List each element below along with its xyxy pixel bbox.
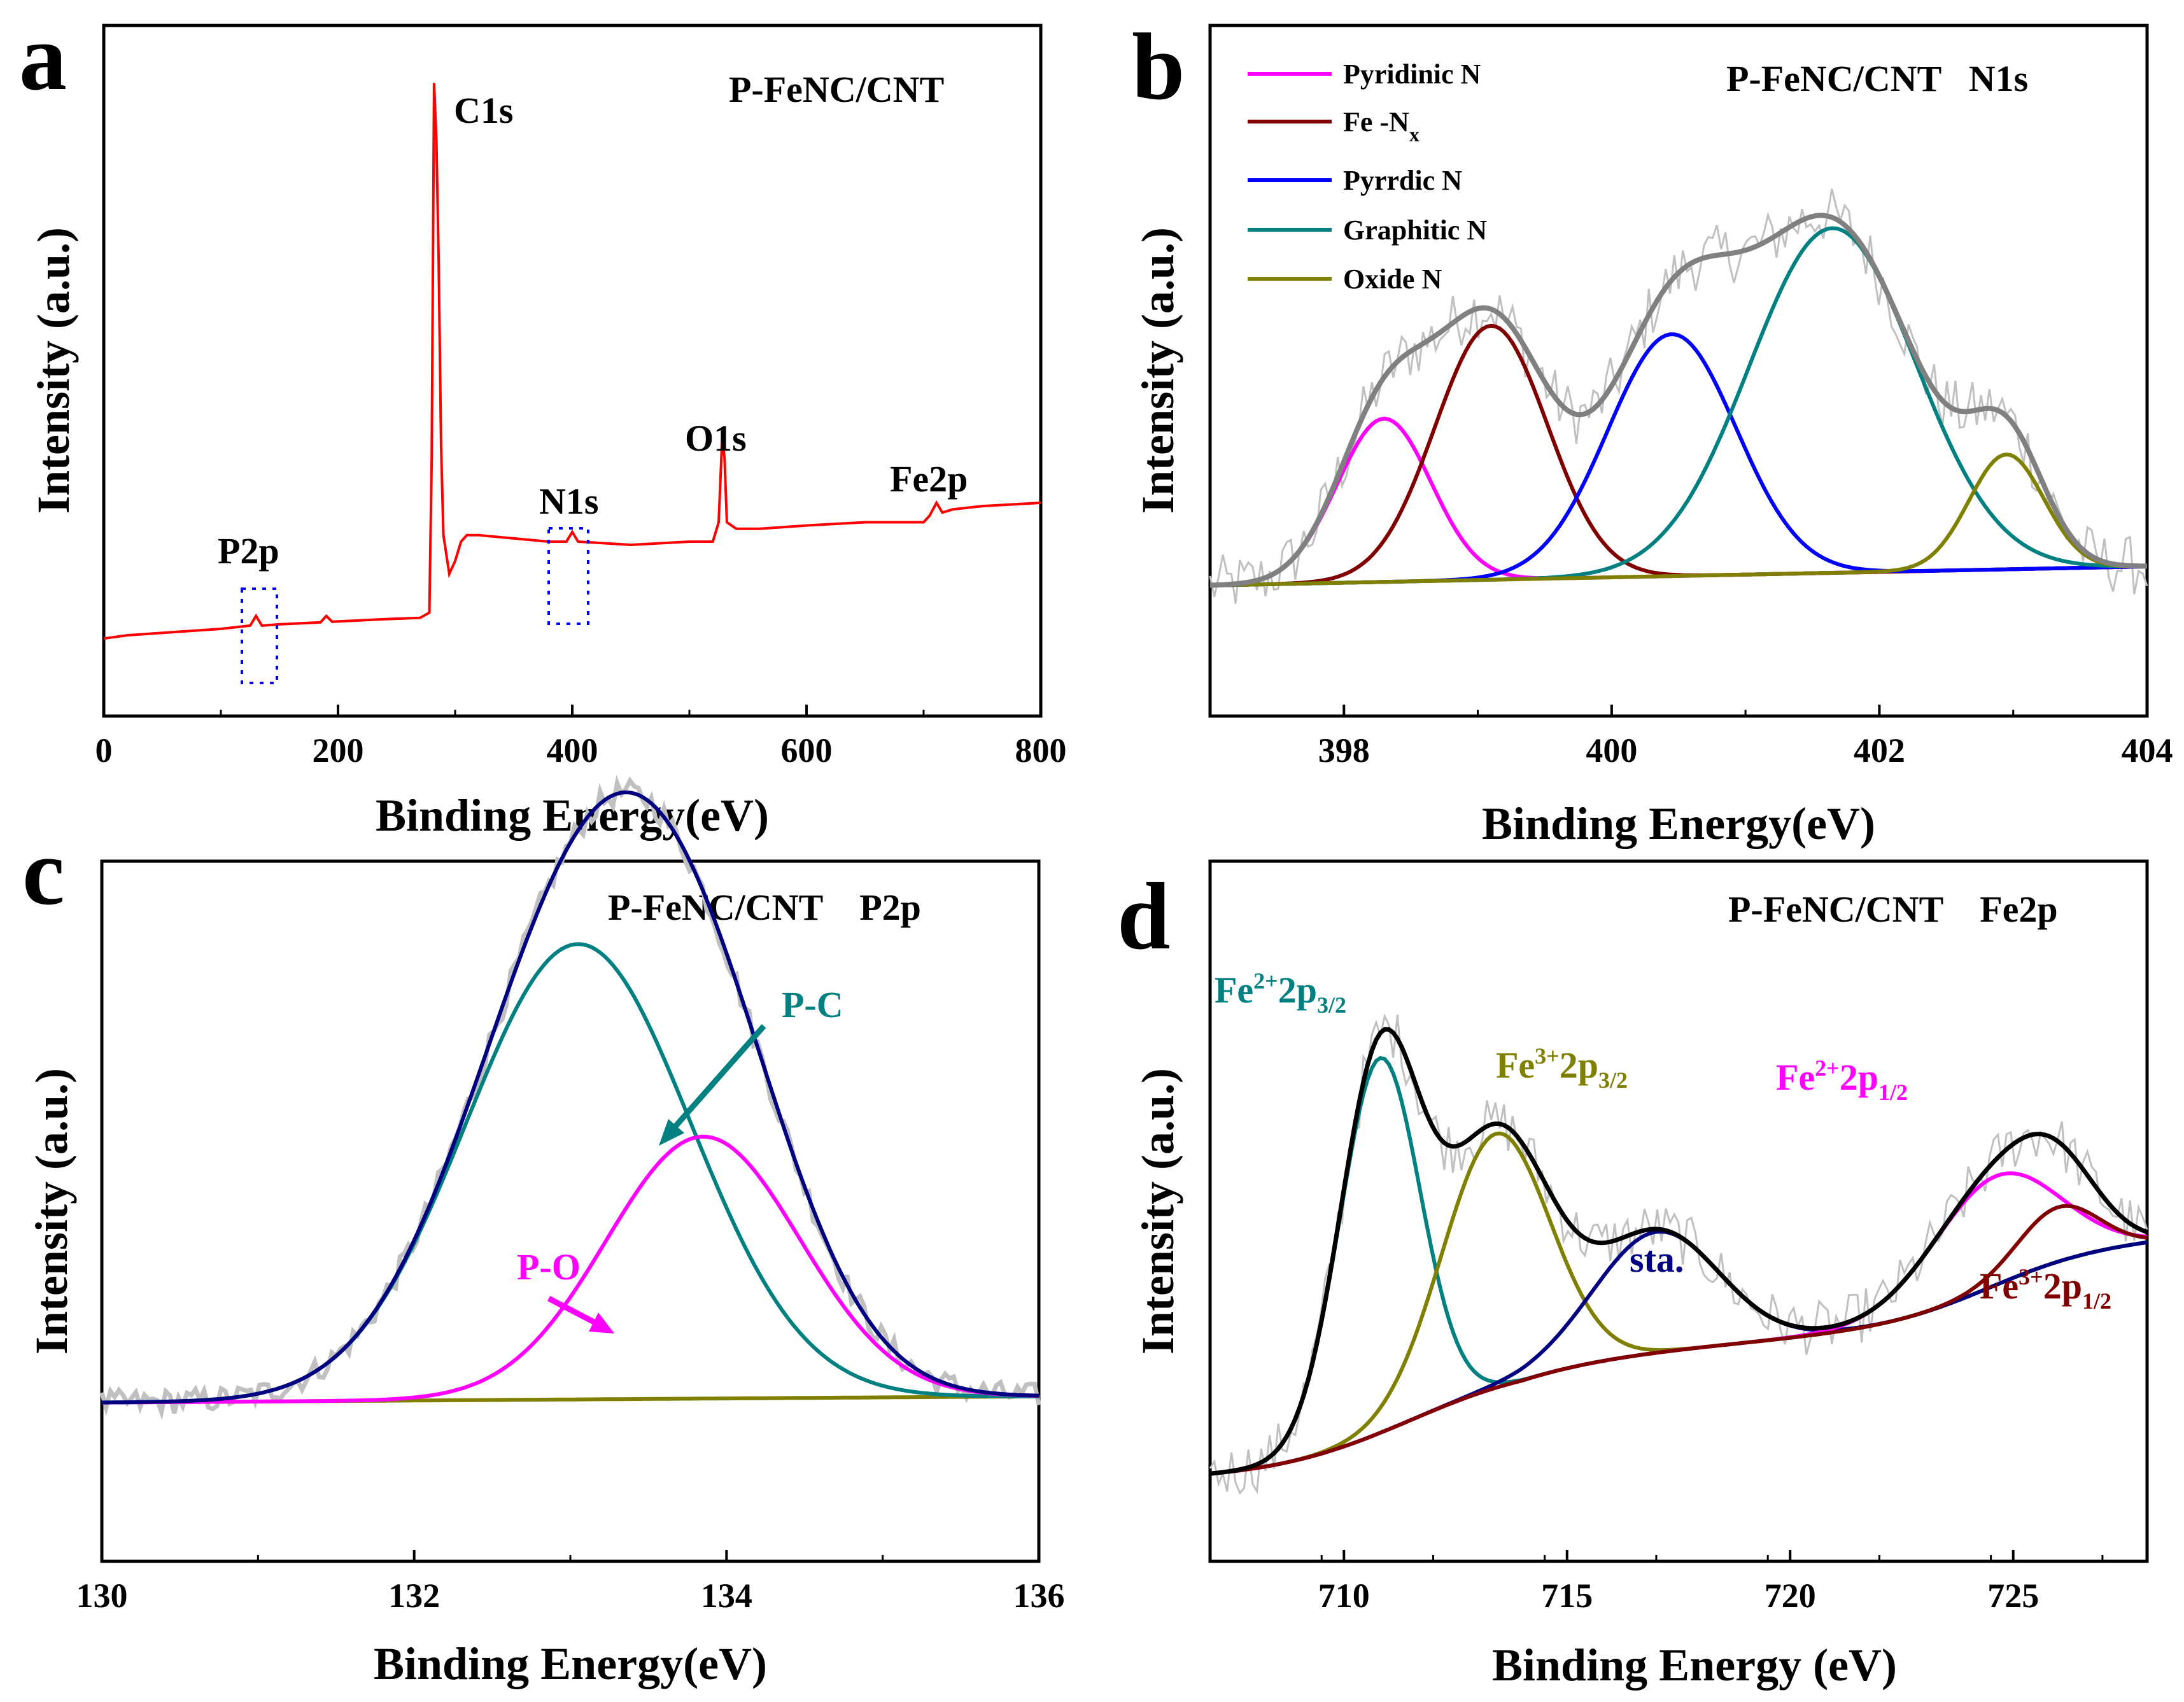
x-ticks-b: 398 400 402 404 xyxy=(1209,705,2173,770)
panel-d: d P-FeNC/CNT Fe2p Intensity (a.u.) Bindi… xyxy=(1117,859,2149,1691)
fe2p-raw-data-line xyxy=(1209,1013,2148,1495)
annotation-fe2-2p12: Fe2+2p1/2 xyxy=(1776,1055,1908,1105)
annotation-p-o: P-O xyxy=(517,1246,581,1288)
x-tick-label: 710 xyxy=(1318,1577,1370,1615)
x-axis-title-d: Binding Energy (eV) xyxy=(1492,1640,1897,1691)
fe2p-envelope-line xyxy=(1209,1027,2148,1476)
peak-label-fe2p: Fe2p xyxy=(890,458,968,500)
sample-title-d: P-FeNC/CNT Fe2p xyxy=(1728,889,2058,930)
x-tick-label: 200 xyxy=(313,731,364,770)
x-tick-label: 720 xyxy=(1765,1577,1816,1615)
n1s-envelope-line xyxy=(1209,213,2147,588)
legend-label-graphitic-n: Graphitic N xyxy=(1343,215,1487,246)
legend-label-pyrrolic-n: Pyrrdic N xyxy=(1343,165,1462,196)
p2p-raw-data-line xyxy=(99,775,1041,1421)
x-axis-title-c: Binding Energy(eV) xyxy=(374,1638,767,1689)
sample-title-a: P-FeNC/CNT xyxy=(729,69,944,110)
x-ticks-c: 130 132 134 136 xyxy=(76,1550,1065,1615)
x-axis-title-b: Binding Energy(eV) xyxy=(1482,798,1875,849)
fe3-2p12-peak xyxy=(1209,1204,2148,1476)
legend-label-oxide-n: Oxide N xyxy=(1343,264,1442,295)
p-o-peak xyxy=(102,1134,1039,1405)
sample-title-c: P-FeNC/CNT P2p xyxy=(608,887,921,928)
legend-b: Pyridinic N Fe -Nx Pyrrdic N Graphitic N… xyxy=(1248,59,1487,295)
peak-label-n1s: N1s xyxy=(539,481,598,522)
annotation-fe3-2p32: Fe3+2p3/2 xyxy=(1496,1043,1628,1093)
x-tick-label: 800 xyxy=(1015,731,1067,770)
y-axis-title-b: Intensity (a.u.) xyxy=(1132,227,1183,514)
x-tick-label: 134 xyxy=(701,1577,752,1615)
legend-label-fe-nx: Fe -Nx xyxy=(1343,106,1420,146)
annotation-fe3-2p12: Fe3+2p1/2 xyxy=(1980,1264,2111,1314)
x-tick-label: 130 xyxy=(76,1577,128,1615)
p2p-highlight-box xyxy=(241,587,278,684)
plot-frame-d xyxy=(1208,859,2149,1563)
x-tick-label: 398 xyxy=(1318,731,1370,770)
x-tick-label: 715 xyxy=(1541,1577,1593,1615)
sample-title-b: P-FeNC/CNT N1s xyxy=(1726,58,2028,99)
x-tick-label: 400 xyxy=(1586,731,1637,770)
x-tick-label: 725 xyxy=(1987,1577,2039,1615)
p2p-envelope-line xyxy=(101,790,1039,1405)
p-c-peak xyxy=(101,942,1039,1405)
y-axis-title-c: Intensity (a.u.) xyxy=(26,1068,77,1354)
arrow-p-c xyxy=(659,1024,766,1146)
panel-letter-d: d xyxy=(1117,864,1170,969)
legend-label-pyridinic-n: Pyridinic N xyxy=(1343,59,1481,90)
annotation-satellite: sta. xyxy=(1630,1239,1684,1280)
panel-letter-c: c xyxy=(22,819,65,925)
fe2-2p12-peak xyxy=(1209,1171,2148,1476)
plot-frame-c xyxy=(100,859,1041,1563)
annotation-fe2-2p32: Fe2+2p3/2 xyxy=(1215,968,1346,1018)
survey-spectrum-line xyxy=(103,83,1041,640)
panel-a: a P-FeNC/CNT Intensity (a.u.) Binding En… xyxy=(19,4,1067,841)
peak-label-c1s: C1s xyxy=(454,90,513,131)
plot-frame-a xyxy=(102,24,1043,718)
x-tick-label: 136 xyxy=(1013,1577,1065,1615)
x-ticks-d: 710 715 720 725 xyxy=(1209,1550,2104,1615)
n1s-raw-data-line xyxy=(1209,188,2148,604)
x-tick-label: 402 xyxy=(1854,731,1905,770)
y-axis-title-d: Intensity (a.u.) xyxy=(1132,1068,1183,1354)
panel-letter-b: b xyxy=(1132,14,1185,120)
x-tick-label: 404 xyxy=(2122,731,2173,770)
peak-label-o1s: O1s xyxy=(685,418,747,459)
y-axis-title-a: Intensity (a.u.) xyxy=(28,227,79,514)
panel-letter-a: a xyxy=(19,4,67,110)
arrow-p-o xyxy=(547,1296,614,1333)
x-tick-label: 400 xyxy=(547,731,598,770)
plot-frame-b xyxy=(1208,24,2149,718)
panel-b: b P-FeNC/CNT N1s Intensity (a.u.) Bindin… xyxy=(1132,14,2173,849)
annotation-p-c: P-C xyxy=(782,984,843,1025)
x-tick-label: 600 xyxy=(781,731,833,770)
x-tick-label: 0 xyxy=(95,731,113,770)
peak-label-p2p: P2p xyxy=(218,530,279,572)
panel-c: c P-FeNC/CNT P2p Intensity (a.u.) Bindin… xyxy=(22,775,1065,1689)
x-tick-label: 132 xyxy=(388,1577,440,1615)
oxide-n-peak xyxy=(1209,452,2148,587)
n1s-highlight-box xyxy=(547,527,589,625)
x-ticks-a: 0 200 400 600 800 xyxy=(95,705,1067,770)
